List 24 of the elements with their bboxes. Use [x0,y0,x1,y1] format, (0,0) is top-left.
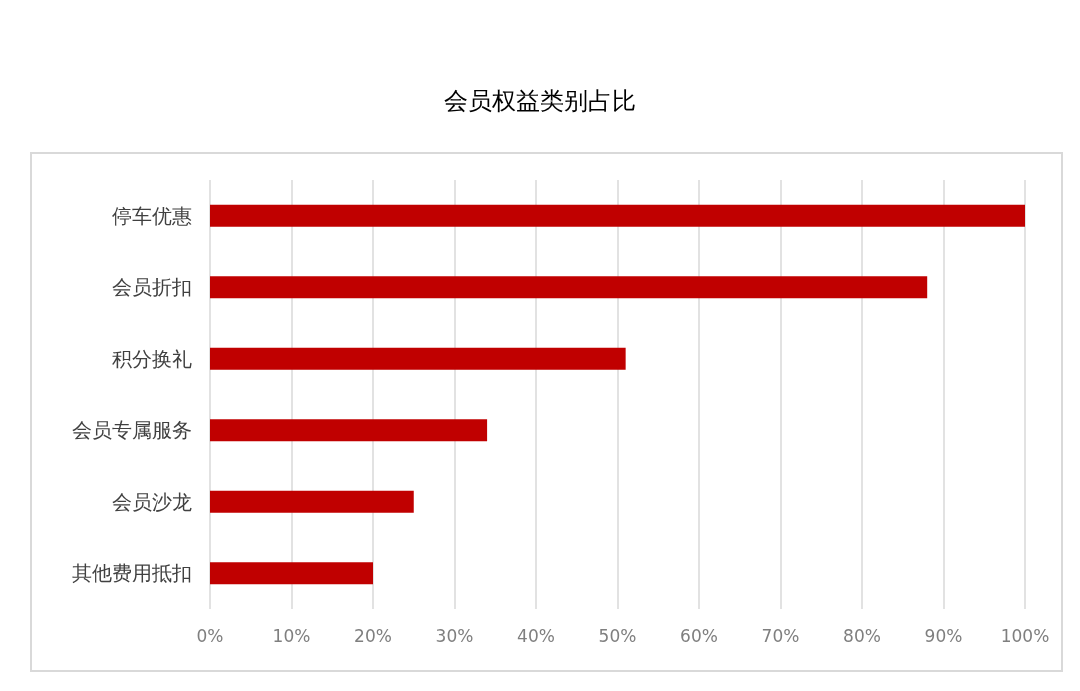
y-tick-label: 会员沙龙 [112,489,192,514]
bar [210,419,488,442]
x-tick-label: 40% [517,625,555,646]
y-tick-label: 会员专属服务 [72,418,192,443]
bar [210,562,373,585]
x-tick-label: 100% [1000,625,1050,646]
y-tick-label: 停车优惠 [112,203,192,228]
x-tick-label: 30% [435,625,474,646]
x-tick-label: 10% [272,625,311,646]
x-tick-label: 90% [924,625,963,646]
x-tick-label: 70% [761,625,800,646]
bar [210,204,1025,227]
x-tick-label: 80% [843,625,881,646]
x-tick-label: 50% [598,625,637,646]
bar [210,490,414,513]
x-tick-label: 0% [196,625,224,646]
y-tick-label: 积分换礼 [112,346,192,371]
x-tick-label: 20% [354,625,392,646]
y-tick-label: 会员折扣 [112,275,192,300]
y-tick-label: 其他费用抵扣 [72,561,192,586]
bar [210,347,626,370]
chart-title: 会员权益类别占比 [444,87,636,115]
bar [210,276,928,299]
x-tick-label: 60% [680,625,718,646]
